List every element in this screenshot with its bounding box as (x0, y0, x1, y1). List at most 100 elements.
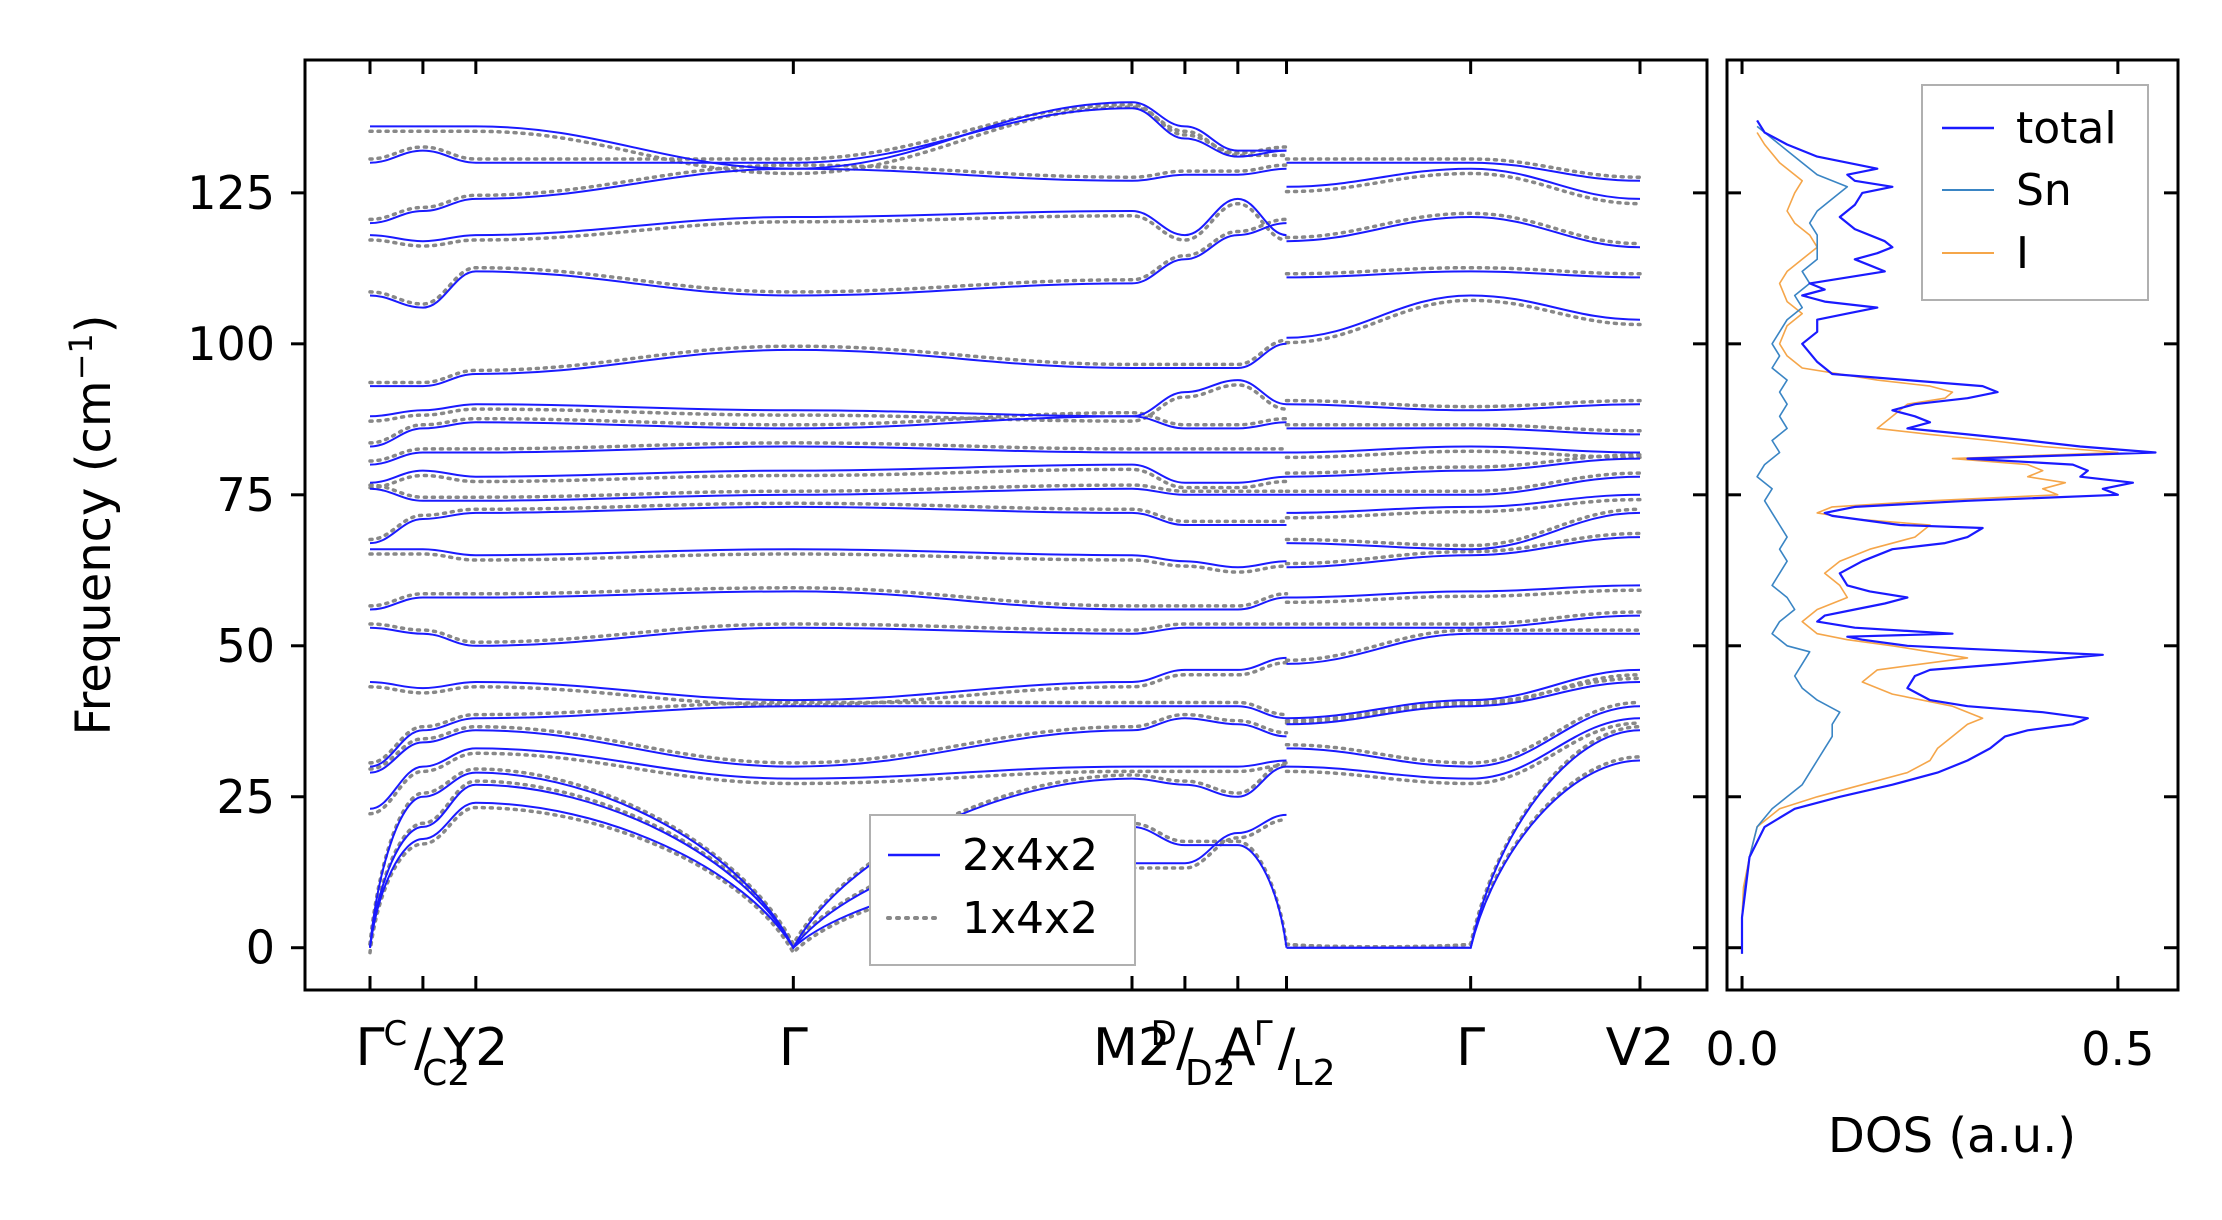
band-1x4x2 (1284, 398, 1642, 409)
band-2x4x2 (1286, 457, 1641, 478)
band-1x4x2 (1284, 298, 1642, 345)
k-point-label: Y2 (442, 1018, 508, 1078)
band-2x4x2 (1286, 270, 1641, 279)
band-2x4x2 (369, 783, 1288, 950)
band-2x4x2 (370, 101, 1287, 170)
band-2x4x2 (370, 548, 1287, 569)
dos-curve-total (1740, 119, 2157, 954)
band-1x4x2 (1284, 507, 1642, 548)
y-tick-label: 100 (187, 317, 275, 371)
band-1x4x2 (1284, 449, 1642, 460)
dos-legend: total Sn I (1921, 84, 2149, 301)
band-1x4x2 (1284, 721, 1642, 786)
band-1x4x2 (368, 751, 1289, 816)
band-2x4x2 (369, 656, 1287, 702)
y-tick-label: 75 (216, 468, 275, 522)
band-2x4x2 (1286, 614, 1641, 629)
dos-x-tick-label: 0.5 (2081, 1022, 2154, 1076)
band-legend-box (869, 814, 1136, 966)
k-point-label: D (1151, 1014, 1177, 1054)
band-1x4x2 (1284, 588, 1642, 605)
band-1x4x2 (368, 660, 1289, 707)
legend-label-1x4x2: 1x4x2 (962, 893, 1098, 944)
y-tick-label: 0 (246, 921, 275, 975)
band-2x4x2 (369, 222, 1287, 309)
band-2x4x2 (1286, 167, 1641, 200)
band-2x4x2 (1286, 161, 1641, 182)
dos-frame (1725, 58, 2180, 992)
band-1x4x2 (1284, 453, 1642, 475)
band-2x4x2 (369, 705, 1287, 768)
band-1x4x2 (1284, 700, 1642, 765)
band-2x4x2 (1286, 668, 1641, 720)
band-2x4x2 (369, 765, 1287, 950)
band-2x4x2 (1286, 475, 1641, 496)
k-point-label: L2 (1293, 1053, 1336, 1094)
legend-label-sn: Sn (2016, 165, 2072, 216)
band-structure-frame (303, 58, 1709, 992)
band-1x4x2 (368, 805, 1289, 956)
band-1x4x2 (1284, 471, 1642, 493)
frequency-axis-ticks: 0 25 50 75 100 125 (187, 166, 1707, 975)
band-1x4x2 (368, 105, 1289, 176)
legend-label-i: I (2016, 228, 2029, 279)
legend-label-2x4x2: 2x4x2 (962, 830, 1098, 881)
band-1x4x2 (368, 552, 1289, 574)
band-1x4x2 (368, 483, 1289, 499)
dos-x-ticks: 0.0 0.5 (1705, 60, 2154, 1076)
band-2x4x2 (1286, 705, 1641, 768)
band-2x4x2 (1286, 729, 1641, 949)
band-1x4x2 (1284, 676, 1642, 723)
band-2x4x2 (369, 626, 1287, 647)
y-tick-label: 25 (216, 770, 275, 824)
band-2x4x2 (1286, 511, 1641, 551)
band-2x4x2 (369, 801, 1287, 950)
k-point-label: Γ (779, 1018, 808, 1078)
k-point-label: Γ (1254, 1014, 1273, 1054)
band-1x4x2 (1284, 673, 1642, 725)
band-1x4x2 (368, 217, 1289, 306)
band-1x4x2 (1284, 497, 1642, 520)
band-2x4x2 (369, 445, 1287, 466)
band-1x4x2 (368, 338, 1289, 385)
band-lines (368, 101, 1642, 956)
y-tick-label: 125 (187, 166, 275, 220)
legend-label-total: total (2016, 103, 2117, 154)
band-1x4x2 (1284, 628, 1642, 663)
band-2x4x2 (1286, 445, 1641, 454)
band-1x4x2 (368, 700, 1289, 765)
k-point-label: C (384, 1014, 408, 1054)
dos-panel: 0.0 0.5 DOS (a.u.) total Sn I (1705, 58, 2180, 1164)
band-1x4x2 (368, 467, 1289, 490)
dos-y-ticks (1727, 191, 2178, 950)
band-2x4x2 (1286, 403, 1641, 412)
band-1x4x2 (368, 712, 1289, 771)
band-2x4x2 (1286, 717, 1641, 780)
band-2x4x2 (1286, 427, 1641, 436)
band-2x4x2 (1286, 294, 1641, 339)
frequency-axis-label: Frequency (cm−1) (62, 314, 122, 735)
band-2x4x2 (370, 342, 1287, 388)
k-point-label: / (414, 1018, 432, 1078)
band-2x4x2 (369, 747, 1287, 810)
band-1x4x2 (368, 383, 1289, 423)
k-point-label: / (1176, 1018, 1194, 1078)
band-2x4x2 (369, 505, 1287, 545)
band-1x4x2 (1284, 724, 1642, 949)
band-1x4x2 (368, 410, 1289, 445)
band-1x4x2 (368, 586, 1289, 608)
band-2x4x2 (369, 167, 1287, 225)
k-point-label: M2 (1093, 1018, 1171, 1078)
band-2x4x2 (1286, 215, 1641, 249)
y-tick-label: 50 (216, 619, 275, 673)
band-1x4x2 (368, 779, 1289, 948)
band-legend: 2x4x2 1x4x2 (869, 814, 1136, 966)
band-2x4x2 (369, 197, 1287, 243)
k-point-label: Γ (356, 1018, 385, 1078)
band-2x4x2 (369, 107, 1287, 164)
band-1x4x2 (1284, 171, 1642, 206)
band-1x4x2 (1284, 211, 1642, 246)
